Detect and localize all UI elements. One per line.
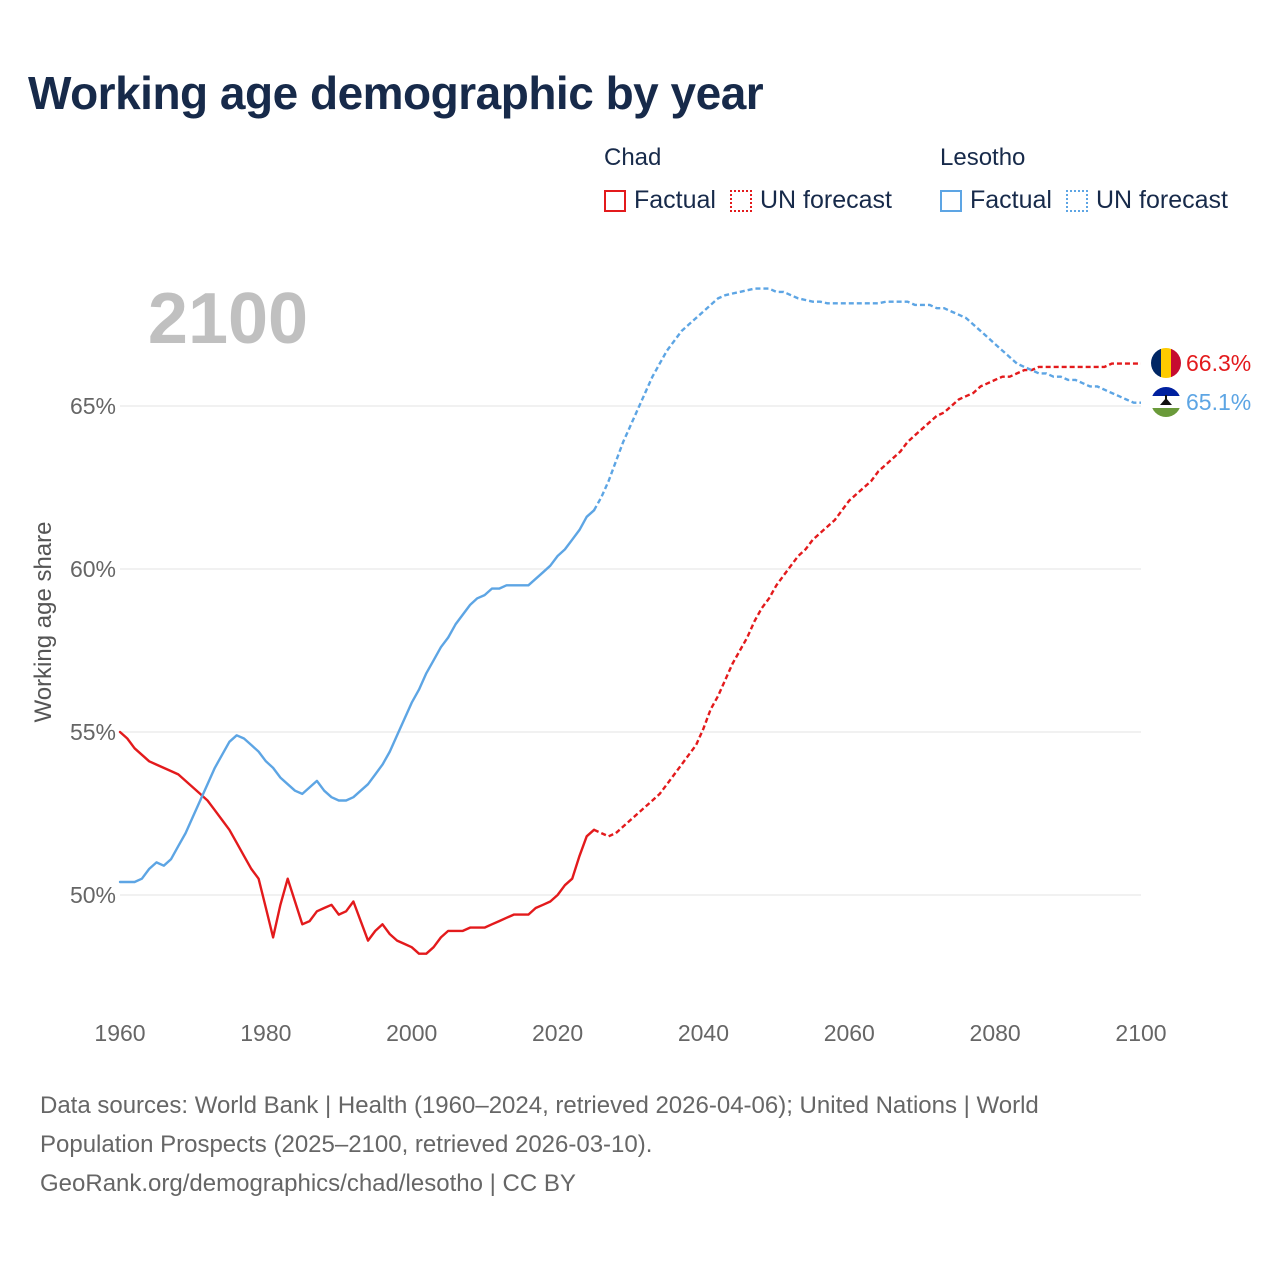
y-tick-label: 55% <box>70 719 116 745</box>
y-tick-label: 60% <box>70 556 116 582</box>
grid-lines <box>120 405 1141 896</box>
y-tick-label: 50% <box>70 882 116 908</box>
legend-swatch-dotted <box>729 189 752 212</box>
lesotho-end-label: 65.1% <box>1186 389 1251 415</box>
year-watermark: 2100 <box>148 279 308 359</box>
chart-title: Working age demographic by year <box>28 67 764 119</box>
legend-group-name: Lesotho <box>940 144 1026 171</box>
x-tick-label: 1980 <box>240 1020 291 1046</box>
chad-factual-line <box>118 730 596 955</box>
legend-item-chad-forecast[interactable]: UN forecast <box>729 186 892 215</box>
x-tick-label: 2100 <box>1115 1020 1166 1046</box>
chad-forecast-line <box>593 362 1141 838</box>
legend-swatch-solid <box>604 189 626 212</box>
legend-label: UN forecast <box>759 186 892 214</box>
legend-label: Factual <box>970 186 1052 214</box>
y-axis-label: Working age share <box>30 522 57 723</box>
legend-item-chad-factual[interactable]: Factual <box>604 186 716 215</box>
x-tick-label: 2080 <box>970 1020 1021 1046</box>
legend-group-name: Chad <box>604 144 662 171</box>
line-chart: 50% 55% 60% 65% 1960 1980 2000 2020 2040 2060 208… <box>30 279 1251 1046</box>
x-tick-label: 1960 <box>94 1020 145 1046</box>
legend-item-lesotho-factual[interactable]: Factual <box>940 186 1052 215</box>
legend-swatch-solid <box>940 189 962 212</box>
x-tick-label: 2000 <box>386 1020 437 1046</box>
footer-line: Data sources: World Bank | Health (1960–… <box>40 1092 1039 1119</box>
lesotho-forecast-line <box>592 287 1141 511</box>
x-axis: 1960 1980 2000 2020 2040 2060 2080 2100 <box>94 1020 1166 1046</box>
chad-flag-icon <box>1151 348 1181 378</box>
y-tick-label: 65% <box>70 393 116 419</box>
legend-swatch-dotted <box>1065 189 1088 212</box>
series-lines <box>118 287 1141 955</box>
x-tick-label: 2020 <box>532 1020 583 1046</box>
legend-label: UN forecast <box>1095 186 1228 214</box>
legend-label: Factual <box>634 186 716 214</box>
footer-source: Data sources: World Bank | Health (1960–… <box>40 1086 1240 1203</box>
legend-item-lesotho-forecast[interactable]: UN forecast <box>1065 186 1228 215</box>
x-tick-label: 2040 <box>678 1020 729 1046</box>
footer-line: Population Prospects (2025–2100, retriev… <box>40 1131 653 1158</box>
x-tick-label: 2060 <box>824 1020 875 1046</box>
legend-group-lesotho: Lesotho Factual UN forecast <box>940 144 1242 215</box>
legend-group-chad: Chad Factual UN forecast <box>604 144 906 215</box>
y-axis: 50% 55% 60% 65% <box>70 393 116 908</box>
lesotho-flag-icon <box>1151 387 1181 417</box>
lesotho-factual-line <box>118 509 596 884</box>
chad-end-label: 66.3% <box>1186 350 1251 376</box>
footer-line[interactable]: GeoRank.org/demographics/chad/lesotho | … <box>40 1170 576 1197</box>
